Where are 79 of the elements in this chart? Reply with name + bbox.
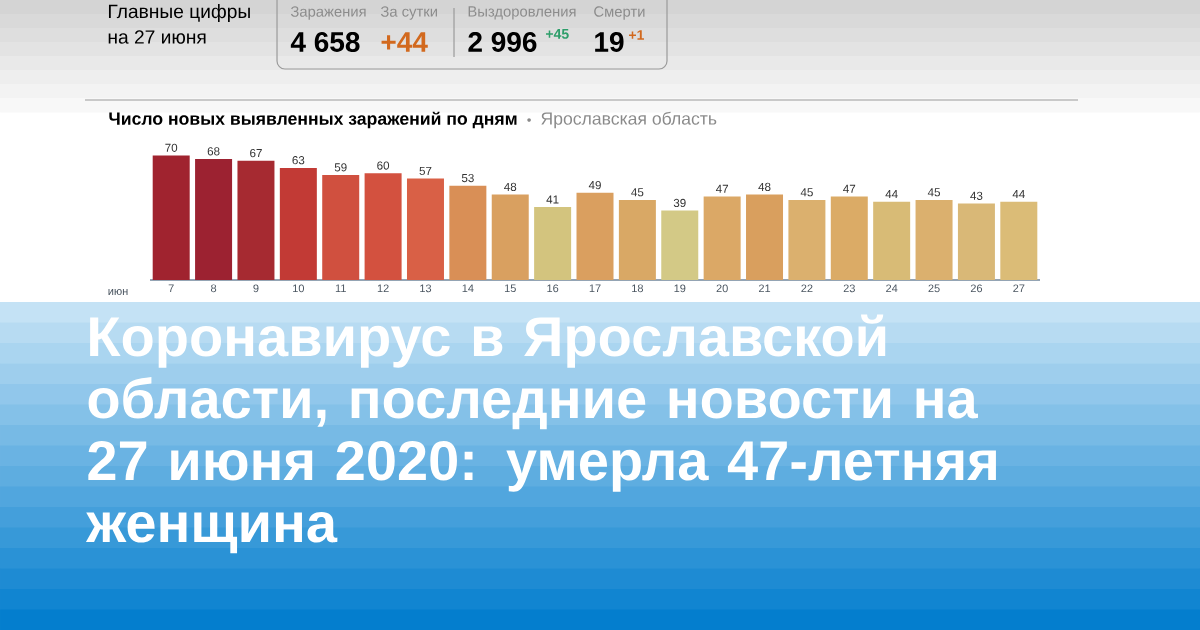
x-tick-label: 18 bbox=[632, 284, 644, 293]
x-tick-label: 17 bbox=[589, 284, 601, 292]
bar bbox=[915, 199, 953, 280]
text: на 27 июня bbox=[108, 30, 206, 44]
bar bbox=[195, 159, 233, 280]
x-tick-label: 21 bbox=[758, 284, 771, 293]
bar bbox=[406, 178, 444, 280]
data-label: 47 bbox=[715, 184, 729, 193]
data-label: 44 bbox=[1012, 190, 1025, 199]
x-tick-label: 11 bbox=[335, 284, 346, 292]
data-label: 43 bbox=[970, 191, 983, 200]
bar bbox=[703, 196, 741, 280]
text: +1 bbox=[629, 30, 644, 40]
bar bbox=[661, 210, 699, 280]
bar bbox=[449, 185, 487, 280]
text: Главные цифры bbox=[108, 4, 250, 22]
x-tick-label: 13 bbox=[420, 284, 432, 293]
data-label: 60 bbox=[377, 161, 390, 170]
bar bbox=[322, 175, 360, 280]
text: За сутки bbox=[380, 6, 437, 20]
x-tick-label: 25 bbox=[928, 284, 940, 293]
x-tick-label: 26 bbox=[970, 284, 983, 293]
data-label: 39 bbox=[673, 198, 686, 208]
bar bbox=[957, 203, 995, 280]
data-label: 63 bbox=[292, 156, 305, 165]
data-label: 67 bbox=[250, 149, 262, 158]
data-label: 48 bbox=[758, 182, 771, 192]
data-label: 70 bbox=[165, 143, 178, 152]
bar bbox=[1000, 201, 1038, 280]
x-tick-label: 16 bbox=[547, 284, 559, 293]
text: +45 bbox=[546, 29, 569, 39]
bar bbox=[830, 196, 868, 280]
bar bbox=[788, 199, 826, 280]
text: Смерти bbox=[594, 6, 645, 20]
chart-title: Число новых выявленных заражений по дням bbox=[109, 111, 517, 129]
data-label: 59 bbox=[334, 163, 347, 172]
x-axis-title: июн bbox=[108, 288, 128, 295]
data-label: 45 bbox=[800, 188, 813, 197]
text: Выздоровления bbox=[468, 6, 576, 20]
x-tick-label: 15 bbox=[504, 284, 516, 293]
bar bbox=[491, 194, 529, 280]
data-label: 48 bbox=[504, 182, 517, 192]
data-label: 45 bbox=[927, 188, 941, 197]
chart-subtitle: Ярославская область bbox=[541, 111, 717, 129]
data-label: 45 bbox=[631, 188, 644, 197]
x-tick-label: 22 bbox=[801, 284, 813, 293]
data-label: 53 bbox=[461, 173, 474, 183]
x-tick-label: 8 bbox=[210, 284, 217, 293]
data-label: 68 bbox=[207, 147, 220, 156]
x-tick-label: 9 bbox=[253, 284, 259, 293]
x-tick-label: 14 bbox=[462, 284, 474, 292]
data-label: 47 bbox=[843, 184, 856, 193]
x-tick-label: 7 bbox=[168, 284, 174, 292]
text: 2 996 bbox=[468, 32, 537, 52]
text: 4 658 bbox=[290, 32, 360, 52]
x-tick-label: 10 bbox=[293, 284, 305, 293]
bar bbox=[618, 199, 656, 280]
text: Коронавирус в Ярославской области, последние новости на 27 июня 2020: умерла 47-летняя женщина bbox=[85, 314, 996, 554]
data-label: 49 bbox=[588, 181, 601, 190]
x-tick-label: 27 bbox=[1013, 284, 1025, 293]
data-label: 44 bbox=[885, 190, 898, 199]
x-tick-label: 19 bbox=[674, 284, 686, 293]
text: Заражения bbox=[290, 6, 366, 20]
bar bbox=[237, 160, 275, 280]
text: +44 bbox=[381, 32, 428, 52]
bar bbox=[873, 201, 911, 280]
bar bbox=[279, 167, 317, 280]
data-label: 41 bbox=[546, 195, 559, 204]
bar bbox=[152, 155, 190, 280]
text: 19 bbox=[595, 32, 624, 52]
bar bbox=[746, 194, 784, 280]
x-tick-label: 24 bbox=[886, 284, 898, 293]
data-label: 57 bbox=[419, 166, 432, 176]
bar bbox=[534, 207, 572, 280]
x-tick-label: 20 bbox=[716, 284, 728, 293]
x-tick-label: 23 bbox=[843, 284, 855, 293]
bar bbox=[576, 192, 614, 280]
bar bbox=[364, 173, 402, 280]
x-tick-label: 12 bbox=[377, 284, 389, 293]
